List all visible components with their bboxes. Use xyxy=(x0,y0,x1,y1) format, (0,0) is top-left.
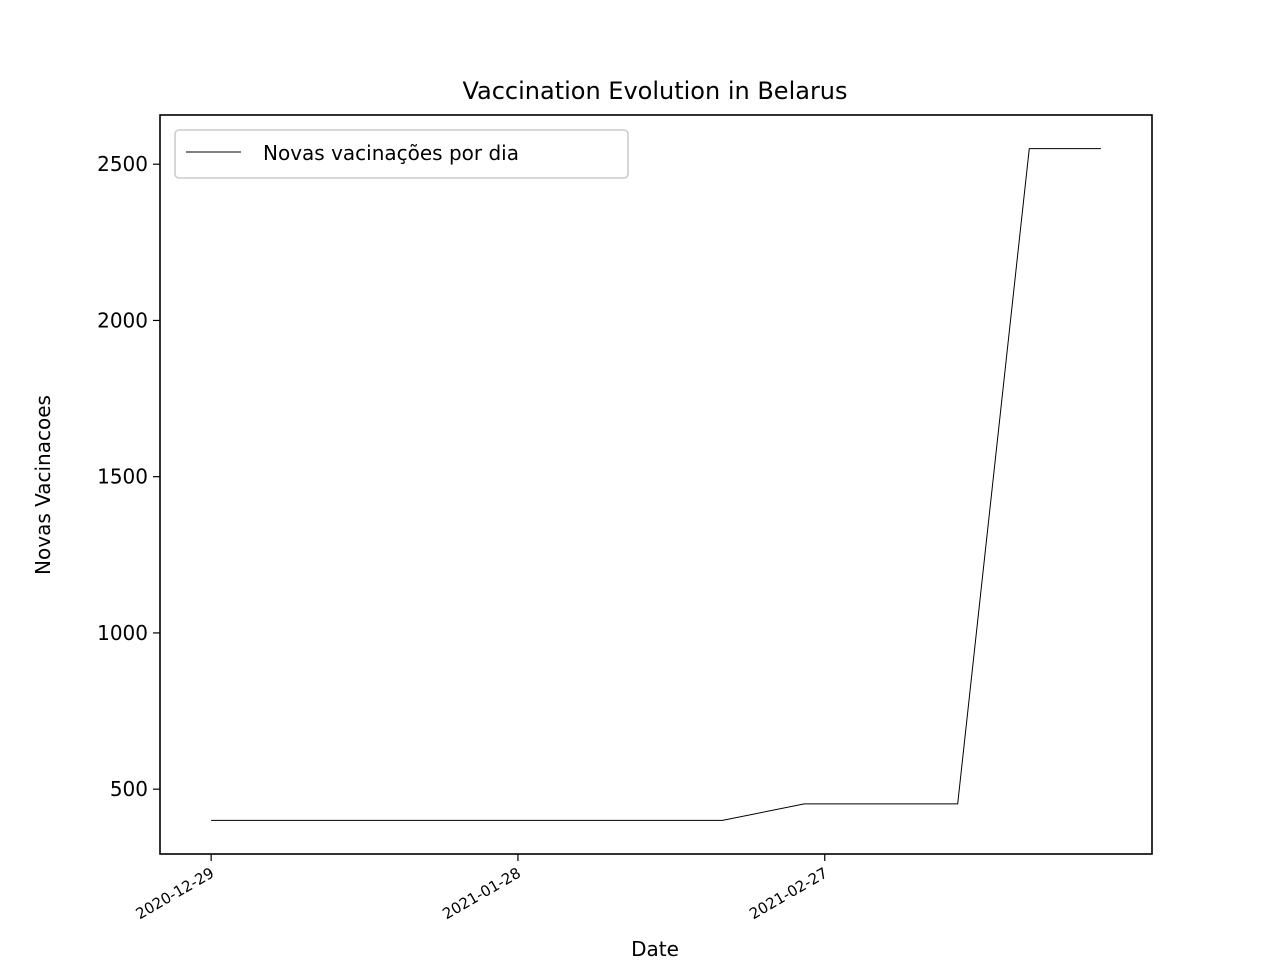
plot-frame xyxy=(159,114,1153,855)
y-axis-label: Novas Vacinacoes xyxy=(31,395,55,575)
x-axis-label: Date xyxy=(631,937,679,960)
y-tick-label: 1000 xyxy=(97,621,148,645)
y-tick-label: 1500 xyxy=(97,465,148,489)
y-tick-label: 500 xyxy=(110,777,148,801)
chart-title: Vaccination Evolution in Belarus xyxy=(462,77,847,105)
legend-box xyxy=(174,129,629,179)
y-tick-label: 2500 xyxy=(97,152,148,176)
legend: Novas vacinações por dia xyxy=(174,129,629,179)
y-tick-label: 2000 xyxy=(97,308,148,332)
legend-label: Novas vacinações por dia xyxy=(263,141,519,165)
series-line xyxy=(211,148,1101,821)
